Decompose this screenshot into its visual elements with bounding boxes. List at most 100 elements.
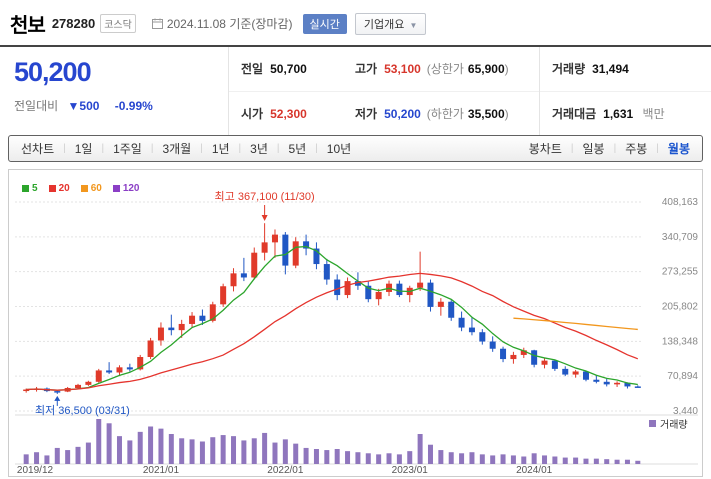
x-axis-label: 2023/01 — [392, 465, 429, 476]
trade-value: 1,631 — [603, 106, 634, 121]
candle-body — [116, 367, 123, 373]
volume-bar — [262, 432, 268, 464]
candle-body — [551, 360, 558, 369]
chart-tab[interactable]: 3개월 — [162, 142, 192, 156]
candle-body — [137, 357, 144, 370]
candle-body — [479, 332, 486, 342]
volume-bar — [220, 435, 226, 464]
candle-body — [458, 317, 465, 328]
candle-body — [199, 315, 206, 321]
candle-body — [375, 291, 382, 300]
realtime-badge[interactable]: 실시간 — [302, 13, 347, 34]
volume-bar — [241, 440, 247, 464]
y-axis-label: 70,894 — [667, 371, 698, 382]
x-axis-label: 2022/01 — [267, 465, 304, 476]
upper-limit-label: 상한가 — [430, 62, 464, 77]
candle-body — [500, 348, 507, 360]
chart-tab[interactable]: 3년 — [250, 142, 268, 156]
y-axis-label: 205,802 — [662, 301, 699, 312]
chart-tab[interactable]: 10년 — [326, 142, 352, 156]
candle-body — [313, 248, 320, 265]
chart-tab[interactable]: 5년 — [288, 142, 307, 156]
ma-legend-item: 20 — [48, 183, 70, 194]
volume-bar — [345, 451, 351, 464]
volume-bar — [552, 456, 558, 464]
change-percent: -0.99% — [114, 99, 153, 113]
candle-body — [126, 367, 133, 370]
candle-body — [603, 381, 610, 385]
candle-chart-tabs: 봉차트 | 일봉 | 주봉 | 월봉 — [529, 140, 690, 157]
volume-bar — [251, 438, 257, 464]
company-overview-button[interactable]: 기업개요 ▼ — [354, 12, 427, 35]
candle-body — [282, 234, 289, 266]
ma-legend-label: 60 — [90, 183, 102, 194]
volume-bar — [604, 459, 610, 464]
volume-bar — [490, 455, 496, 464]
ma-color-swatch — [112, 185, 120, 192]
chart-tab[interactable]: 1년 — [211, 142, 230, 156]
chart-tab[interactable]: 주봉 — [625, 142, 648, 156]
change-amount: 500 — [79, 99, 100, 113]
ma-legend-label: 120 — [122, 183, 140, 194]
volume-bar — [635, 460, 641, 464]
volume-bar — [199, 441, 205, 464]
ma-legend-item: 120 — [112, 183, 140, 194]
chart-tab[interactable]: 일봉 — [582, 142, 605, 156]
volume-bar — [500, 454, 506, 464]
ma-legend: 5 20 60 120 — [22, 183, 140, 194]
volume-bar — [376, 454, 382, 464]
high-arrowhead — [261, 215, 268, 221]
volume-bar — [324, 450, 330, 464]
volume-pair: 거래량 31,494 — [552, 60, 629, 77]
trade-value-label: 거래대금 — [552, 106, 597, 121]
chart-area: 5 20 60 120 408,163 340,709 273,255 205,802 138… — [8, 169, 703, 477]
volume-bar — [44, 455, 50, 464]
calendar-icon — [151, 18, 163, 29]
candle-body — [427, 282, 434, 307]
chart-tab[interactable]: 1주일 — [113, 142, 142, 156]
volume-bar — [531, 453, 537, 464]
stock-name: 천보 — [10, 15, 46, 37]
open-label: 시가 — [241, 106, 264, 121]
chart-tab[interactable]: 월봉 — [667, 142, 690, 156]
ma-legend-label: 20 — [58, 183, 70, 194]
candle-body — [344, 281, 351, 296]
candle-body — [23, 389, 30, 392]
trade-value-pair: 거래대금 1,631 백만 — [552, 105, 665, 122]
stock-code: 278280 — [51, 16, 96, 31]
candle-body — [271, 234, 278, 243]
candle-body — [178, 323, 185, 331]
prev-close-pair: 전일 50,700 — [241, 60, 337, 77]
chart-tab[interactable]: 봉차트 — [528, 142, 562, 156]
volume-bar — [521, 456, 527, 464]
volume-bar — [469, 452, 475, 464]
tab-separator: | — [101, 143, 105, 154]
volume-bar — [417, 434, 423, 464]
down-arrow-icon: ▼ — [67, 99, 80, 113]
volume-bar — [624, 459, 630, 464]
volume-bar — [34, 452, 40, 464]
volume-bar — [54, 447, 60, 464]
ohlc-panel: 전일 50,700 고가 53,100 (상한가 65,900) 시가 52,300 저가… — [228, 47, 539, 135]
low-pair: 저가 50,200 (하한가 35,500) — [355, 105, 509, 122]
volume-bar — [386, 453, 392, 464]
y-axis-label: 340,709 — [662, 232, 699, 243]
candle-body — [634, 386, 641, 388]
candle-body — [489, 341, 496, 349]
tab-separator: | — [200, 143, 203, 154]
candle-body — [303, 241, 310, 249]
volume-label: 거래량 — [552, 62, 586, 77]
volume-bar — [179, 438, 185, 464]
tab-separator: | — [613, 143, 617, 154]
volume-bar — [116, 436, 122, 464]
chart-tab[interactable]: 선차트 — [21, 142, 55, 156]
volume-row: 거래량 31,494 — [540, 47, 711, 92]
chart-tab[interactable]: 1일 — [74, 142, 93, 156]
candle-body — [95, 370, 102, 382]
candle-body — [292, 241, 299, 266]
volume-bar — [614, 459, 620, 464]
lower-limit-value: 35,500 — [467, 106, 505, 121]
trade-value-unit: 백만 — [642, 106, 665, 121]
ma-legend-item: 60 — [80, 183, 102, 194]
